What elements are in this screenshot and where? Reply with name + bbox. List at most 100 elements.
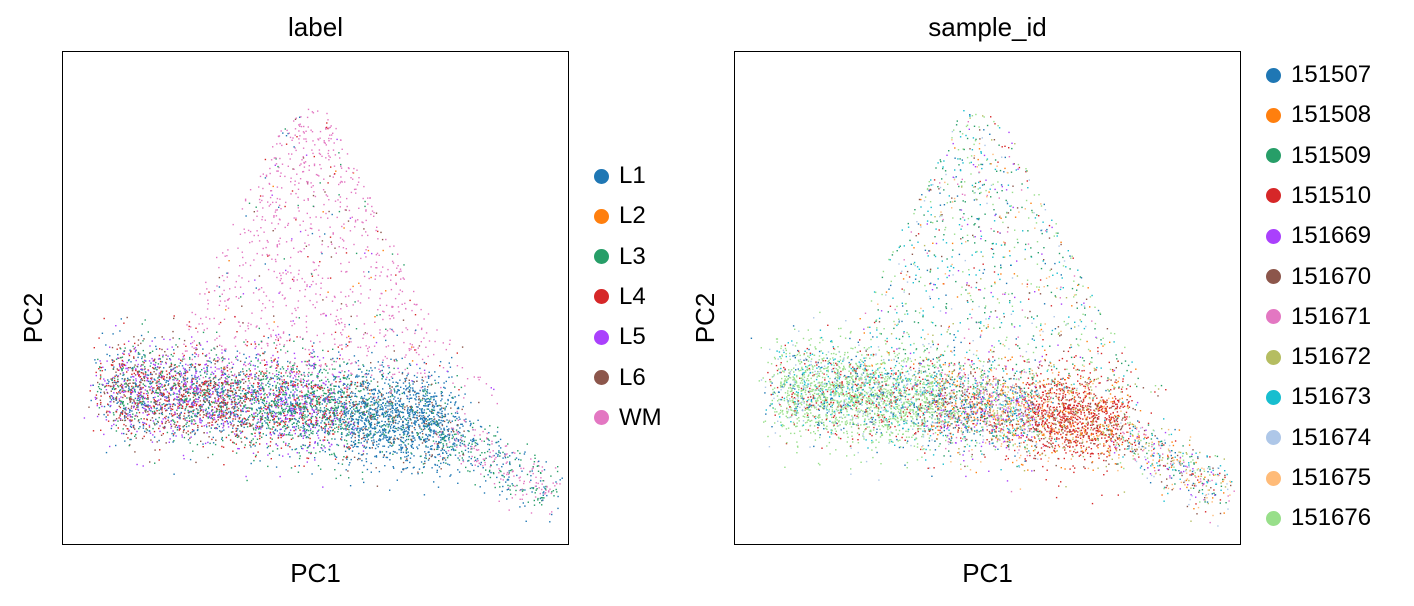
- scatter-point: [255, 441, 257, 444]
- scatter-point: [281, 144, 283, 147]
- scatter-point: [132, 405, 135, 408]
- scatter-point: [303, 138, 305, 140]
- scatter-point: [221, 445, 223, 448]
- scatter-point: [295, 425, 297, 428]
- scatter-point: [441, 438, 443, 441]
- scatter-point: [293, 385, 295, 387]
- scatter-point: [345, 343, 347, 346]
- scatter-point: [365, 249, 367, 251]
- scatter-point: [423, 405, 425, 407]
- scatter-point: [322, 382, 324, 384]
- scatter-point: [199, 400, 201, 402]
- scatter-point: [556, 470, 559, 473]
- scatter-point: [302, 422, 304, 424]
- scatter-point: [384, 465, 386, 467]
- scatter-point: [450, 445, 452, 448]
- scatter-point: [206, 373, 208, 375]
- scatter-point: [179, 428, 181, 430]
- scatter-point: [196, 429, 199, 432]
- scatter-point: [187, 401, 190, 403]
- scatter-point: [120, 318, 122, 320]
- plot-area: [62, 51, 569, 545]
- scatter-point: [276, 425, 279, 427]
- scatter-point: [214, 427, 216, 429]
- scatter-point: [184, 383, 186, 386]
- scatter-point: [174, 413, 176, 415]
- scatter-point: [414, 439, 416, 441]
- scatter-point: [329, 126, 331, 129]
- scatter-point: [244, 361, 246, 363]
- scatter-point: [112, 412, 115, 414]
- scatter-point: [255, 354, 258, 356]
- scatter-point: [286, 375, 289, 377]
- scatter-point: [155, 361, 157, 364]
- scatter-point: [445, 443, 448, 445]
- scatter-point: [541, 466, 544, 468]
- scatter-point: [112, 376, 114, 379]
- scatter-point: [282, 390, 285, 393]
- scatter-point: [408, 429, 410, 431]
- scatter-point: [219, 378, 221, 380]
- scatter-point: [355, 192, 357, 194]
- scatter-point: [322, 439, 324, 442]
- scatter-point: [309, 445, 311, 447]
- scatter-point: [391, 421, 394, 423]
- scatter-point: [143, 384, 146, 387]
- scatter-point: [370, 389, 372, 391]
- scatter-point: [226, 272, 228, 274]
- scatter-point: [468, 430, 470, 433]
- scatter-point: [505, 445, 508, 447]
- scatter-point: [297, 196, 299, 199]
- scatter-point: [115, 325, 117, 327]
- scatter-point: [291, 153, 293, 155]
- scatter-point: [367, 402, 369, 405]
- scatter-point: [134, 382, 136, 384]
- scatter-point: [366, 468, 369, 471]
- scatter-point: [389, 387, 391, 389]
- scatter-point: [328, 433, 331, 435]
- scatter-point: [325, 413, 327, 415]
- scatter-point: [327, 431, 329, 433]
- scatter-point: [324, 397, 326, 399]
- scatter-point: [159, 391, 161, 394]
- scatter-point: [294, 307, 296, 310]
- scatter-point: [447, 398, 449, 401]
- scatter-point: [334, 320, 337, 322]
- scatter-point: [207, 406, 210, 409]
- scatter-point: [431, 467, 433, 469]
- scatter-point: [434, 422, 436, 425]
- scatter-point: [254, 445, 256, 447]
- scatter-point: [403, 388, 405, 390]
- scatter-point: [152, 359, 155, 362]
- scatter-point: [189, 356, 191, 359]
- scatter-point: [289, 136, 292, 139]
- scatter-point: [489, 425, 491, 427]
- scatter-point: [263, 388, 265, 390]
- scatter-point: [273, 394, 275, 396]
- scatter-point: [378, 391, 381, 393]
- scatter-point: [456, 412, 459, 414]
- scatter-point: [287, 132, 289, 135]
- scatter-point: [347, 383, 349, 386]
- scatter-point: [227, 391, 229, 394]
- scatter-point: [346, 385, 348, 387]
- scatter-point: [370, 367, 372, 369]
- scatter-point: [341, 427, 344, 429]
- scatter-point: [381, 395, 383, 398]
- scatter-point: [119, 406, 122, 409]
- scatter-point: [346, 345, 349, 347]
- scatter-point: [331, 373, 334, 375]
- scatter-point: [436, 395, 438, 397]
- scatter-point: [370, 213, 372, 216]
- scatter-point: [210, 349, 213, 351]
- scatter-point: [325, 423, 328, 426]
- scatter-point: [299, 395, 301, 397]
- scatter-point: [349, 462, 351, 464]
- scatter-point: [376, 412, 379, 414]
- scatter-point: [263, 372, 265, 374]
- scatter-point: [371, 205, 373, 208]
- scatter-point: [351, 450, 354, 452]
- scatter-point: [432, 396, 434, 398]
- scatter-point: [156, 380, 158, 382]
- scatter-point: [197, 387, 199, 390]
